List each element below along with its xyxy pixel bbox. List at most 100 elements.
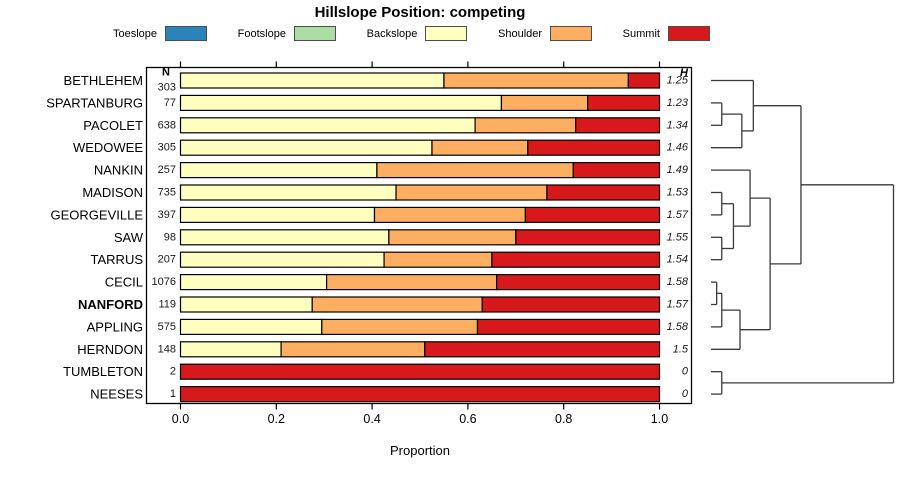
bar-segment-summit	[179, 386, 661, 403]
h-value: 1.54	[667, 254, 688, 266]
x-axis-tick-label: 0.0	[172, 412, 189, 426]
bar-segment-summit	[476, 318, 661, 335]
bar-segment-shoulder	[443, 72, 629, 89]
bar-segment-summit	[524, 206, 661, 223]
h-column-header: H	[680, 67, 689, 79]
bar-segment-summit	[496, 274, 661, 291]
bar-segment-backslope	[179, 318, 323, 335]
bar-segment-summit	[481, 296, 661, 313]
x-axis-title: Proportion	[390, 443, 450, 458]
row-label: TARRUS	[91, 252, 144, 267]
bar-segment-shoulder	[280, 341, 426, 358]
n-value: 303	[158, 82, 176, 94]
n-value: 148	[158, 343, 176, 355]
n-value: 2	[170, 366, 176, 378]
row-label: MADISON	[82, 185, 143, 200]
bar-segment-backslope	[179, 229, 390, 246]
row-label: NANKIN	[94, 163, 143, 178]
bar-segment-backslope	[179, 94, 503, 112]
h-value: 1.55	[667, 231, 689, 243]
h-value: 1.5	[673, 343, 689, 355]
bar-segment-shoulder	[500, 94, 589, 112]
h-value: 1.57	[667, 209, 689, 221]
bar-segment-summit	[515, 229, 661, 246]
bar-segment-backslope	[179, 162, 378, 179]
h-value: 1.57	[667, 299, 689, 311]
h-value: 1.58	[667, 321, 689, 333]
n-value: 735	[158, 187, 176, 199]
n-value: 397	[158, 209, 176, 221]
h-value: 0	[682, 388, 689, 400]
bar-segment-summit	[627, 72, 661, 89]
h-value: 1.25	[667, 75, 689, 87]
bar-segment-backslope	[179, 117, 476, 134]
legend-swatch-toeslope	[165, 26, 208, 41]
bar-segment-summit	[587, 94, 661, 112]
legend-label-backslope: Backslope	[366, 27, 418, 40]
h-value: 1.23	[667, 97, 689, 109]
n-value: 207	[158, 254, 176, 266]
legend-swatch-backslope	[425, 26, 468, 41]
x-axis-tick-label: 0.4	[363, 412, 380, 426]
bar-segment-backslope	[179, 184, 397, 201]
bar-segment-shoulder	[388, 229, 517, 246]
row-label: TUMBLETON	[63, 364, 143, 379]
bar-segment-backslope	[179, 72, 445, 89]
bar-segment-shoulder	[373, 206, 526, 223]
n-value: 119	[158, 299, 176, 311]
x-axis-tick-label: 0.8	[555, 412, 572, 426]
n-value: 1076	[152, 276, 176, 288]
bar-segment-shoulder	[383, 251, 493, 268]
bar-segment-backslope	[179, 206, 376, 223]
bar-segment-backslope	[179, 296, 313, 313]
legend-swatch-footslope	[293, 26, 336, 41]
bar-segment-summit	[575, 117, 661, 134]
x-axis-tick-label: 1.0	[651, 412, 668, 426]
row-label: SAW	[114, 230, 144, 245]
bar-segment-summit	[527, 139, 661, 156]
plot-box	[145, 66, 693, 405]
row-label: WEDOWEE	[73, 140, 143, 155]
legend-item-backslope: Backslope	[367, 26, 468, 41]
legend-item-toeslope: Toeslope	[113, 26, 208, 41]
bar-segment-backslope	[179, 251, 385, 268]
bar-segment-summit	[179, 363, 661, 380]
bar-segment-shoulder	[431, 139, 529, 156]
row-label: NANFORD	[78, 297, 143, 312]
h-value: 1.49	[667, 164, 688, 176]
h-value: 0	[682, 366, 689, 378]
legend-label-summit: Summit	[622, 27, 660, 40]
legend: Toeslope Footslope Backslope Shoulder Su…	[113, 26, 710, 41]
legend-swatch-summit	[667, 26, 710, 41]
bar-segment-backslope	[179, 341, 282, 358]
legend-label-shoulder: Shoulder	[498, 27, 543, 40]
x-axis-tick-label: 0.2	[268, 412, 285, 426]
bar-segment-shoulder	[395, 184, 548, 201]
row-label: NEESES	[90, 387, 143, 402]
legend-label-footslope: Footslope	[237, 27, 286, 40]
row-label: SPARTANBURG	[46, 95, 143, 110]
n-value: 305	[158, 142, 176, 154]
n-column-header: N	[162, 67, 170, 79]
legend-label-toeslope: Toeslope	[113, 27, 158, 40]
legend-item-shoulder: Shoulder	[498, 26, 593, 41]
bar-segment-shoulder	[376, 162, 574, 179]
bar-segment-summit	[491, 251, 661, 268]
bar-segment-summit	[424, 341, 661, 358]
bar-segment-backslope	[179, 139, 433, 156]
n-value: 1	[170, 388, 176, 400]
legend-item-footslope: Footslope	[238, 26, 336, 41]
bar-segment-shoulder	[321, 318, 479, 335]
legend-swatch-shoulder	[550, 26, 593, 41]
chart-title: Hillslope Position: competing	[314, 4, 526, 21]
row-label: GEORGEVILLE	[51, 207, 144, 222]
x-axis-tick-label: 0.6	[459, 412, 476, 426]
bar-segment-summit	[572, 162, 661, 179]
row-label: HERNDON	[77, 342, 143, 357]
h-value: 1.46	[667, 142, 689, 154]
n-value: 575	[158, 321, 176, 333]
n-value: 638	[158, 119, 176, 131]
bar-segment-shoulder	[311, 296, 483, 313]
n-value: 257	[158, 164, 176, 176]
